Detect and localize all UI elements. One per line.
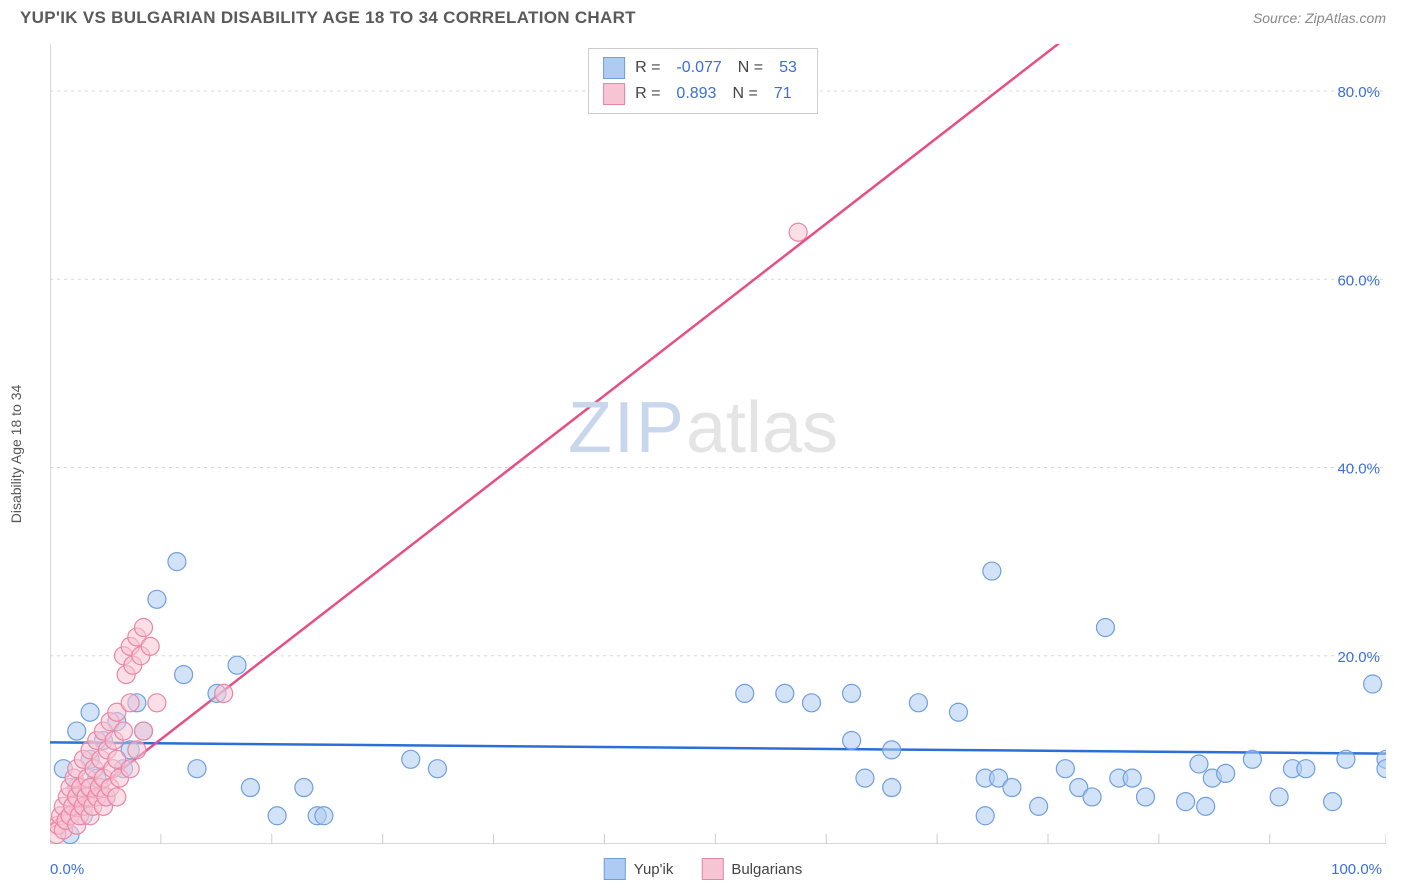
svg-text:60.0%: 60.0% bbox=[1337, 272, 1380, 289]
r-label: R = bbox=[635, 59, 660, 77]
swatch-bulgarians-icon bbox=[701, 858, 723, 880]
n-label: N = bbox=[732, 85, 757, 103]
chart-source: Source: ZipAtlas.com bbox=[1253, 10, 1386, 26]
legend-row-bulgarians: R = 0.893 N = 71 bbox=[603, 81, 803, 107]
legend-row-yupik: R = -0.077 N = 53 bbox=[603, 55, 803, 81]
r-value-bulgarians: 0.893 bbox=[676, 85, 716, 103]
chart-plot-area: 20.0% 40.0% 60.0% 80.0% bbox=[50, 44, 1386, 844]
svg-text:80.0%: 80.0% bbox=[1337, 84, 1380, 101]
correlation-legend: R = -0.077 N = 53 R = 0.893 N = 71 bbox=[588, 48, 818, 114]
n-value-yupik: 53 bbox=[779, 59, 797, 77]
legend-label-yupik: Yup'ik bbox=[634, 861, 674, 878]
swatch-yupik-icon bbox=[604, 858, 626, 880]
legend-label-bulgarians: Bulgarians bbox=[731, 861, 802, 878]
series-legend: Yup'ik Bulgarians bbox=[604, 858, 802, 880]
chart-header: YUP'IK VS BULGARIAN DISABILITY AGE 18 TO… bbox=[0, 0, 1406, 32]
swatch-yupik bbox=[603, 57, 625, 79]
x-min-label: 0.0% bbox=[50, 861, 84, 878]
n-label: N = bbox=[738, 59, 763, 77]
chart-title: YUP'IK VS BULGARIAN DISABILITY AGE 18 TO… bbox=[20, 8, 636, 28]
scatter-chart: 20.0% 40.0% 60.0% 80.0% bbox=[50, 44, 1386, 844]
r-label: R = bbox=[635, 85, 660, 103]
legend-item-bulgarians: Bulgarians bbox=[701, 858, 802, 880]
y-axis-label: Disability Age 18 to 34 bbox=[8, 385, 24, 524]
legend-item-yupik: Yup'ik bbox=[604, 858, 674, 880]
svg-text:40.0%: 40.0% bbox=[1337, 461, 1380, 478]
n-value-bulgarians: 71 bbox=[774, 85, 792, 103]
r-value-yupik: -0.077 bbox=[676, 59, 721, 77]
swatch-bulgarians bbox=[603, 83, 625, 105]
svg-text:20.0%: 20.0% bbox=[1337, 649, 1380, 666]
x-max-label: 100.0% bbox=[1331, 861, 1382, 878]
